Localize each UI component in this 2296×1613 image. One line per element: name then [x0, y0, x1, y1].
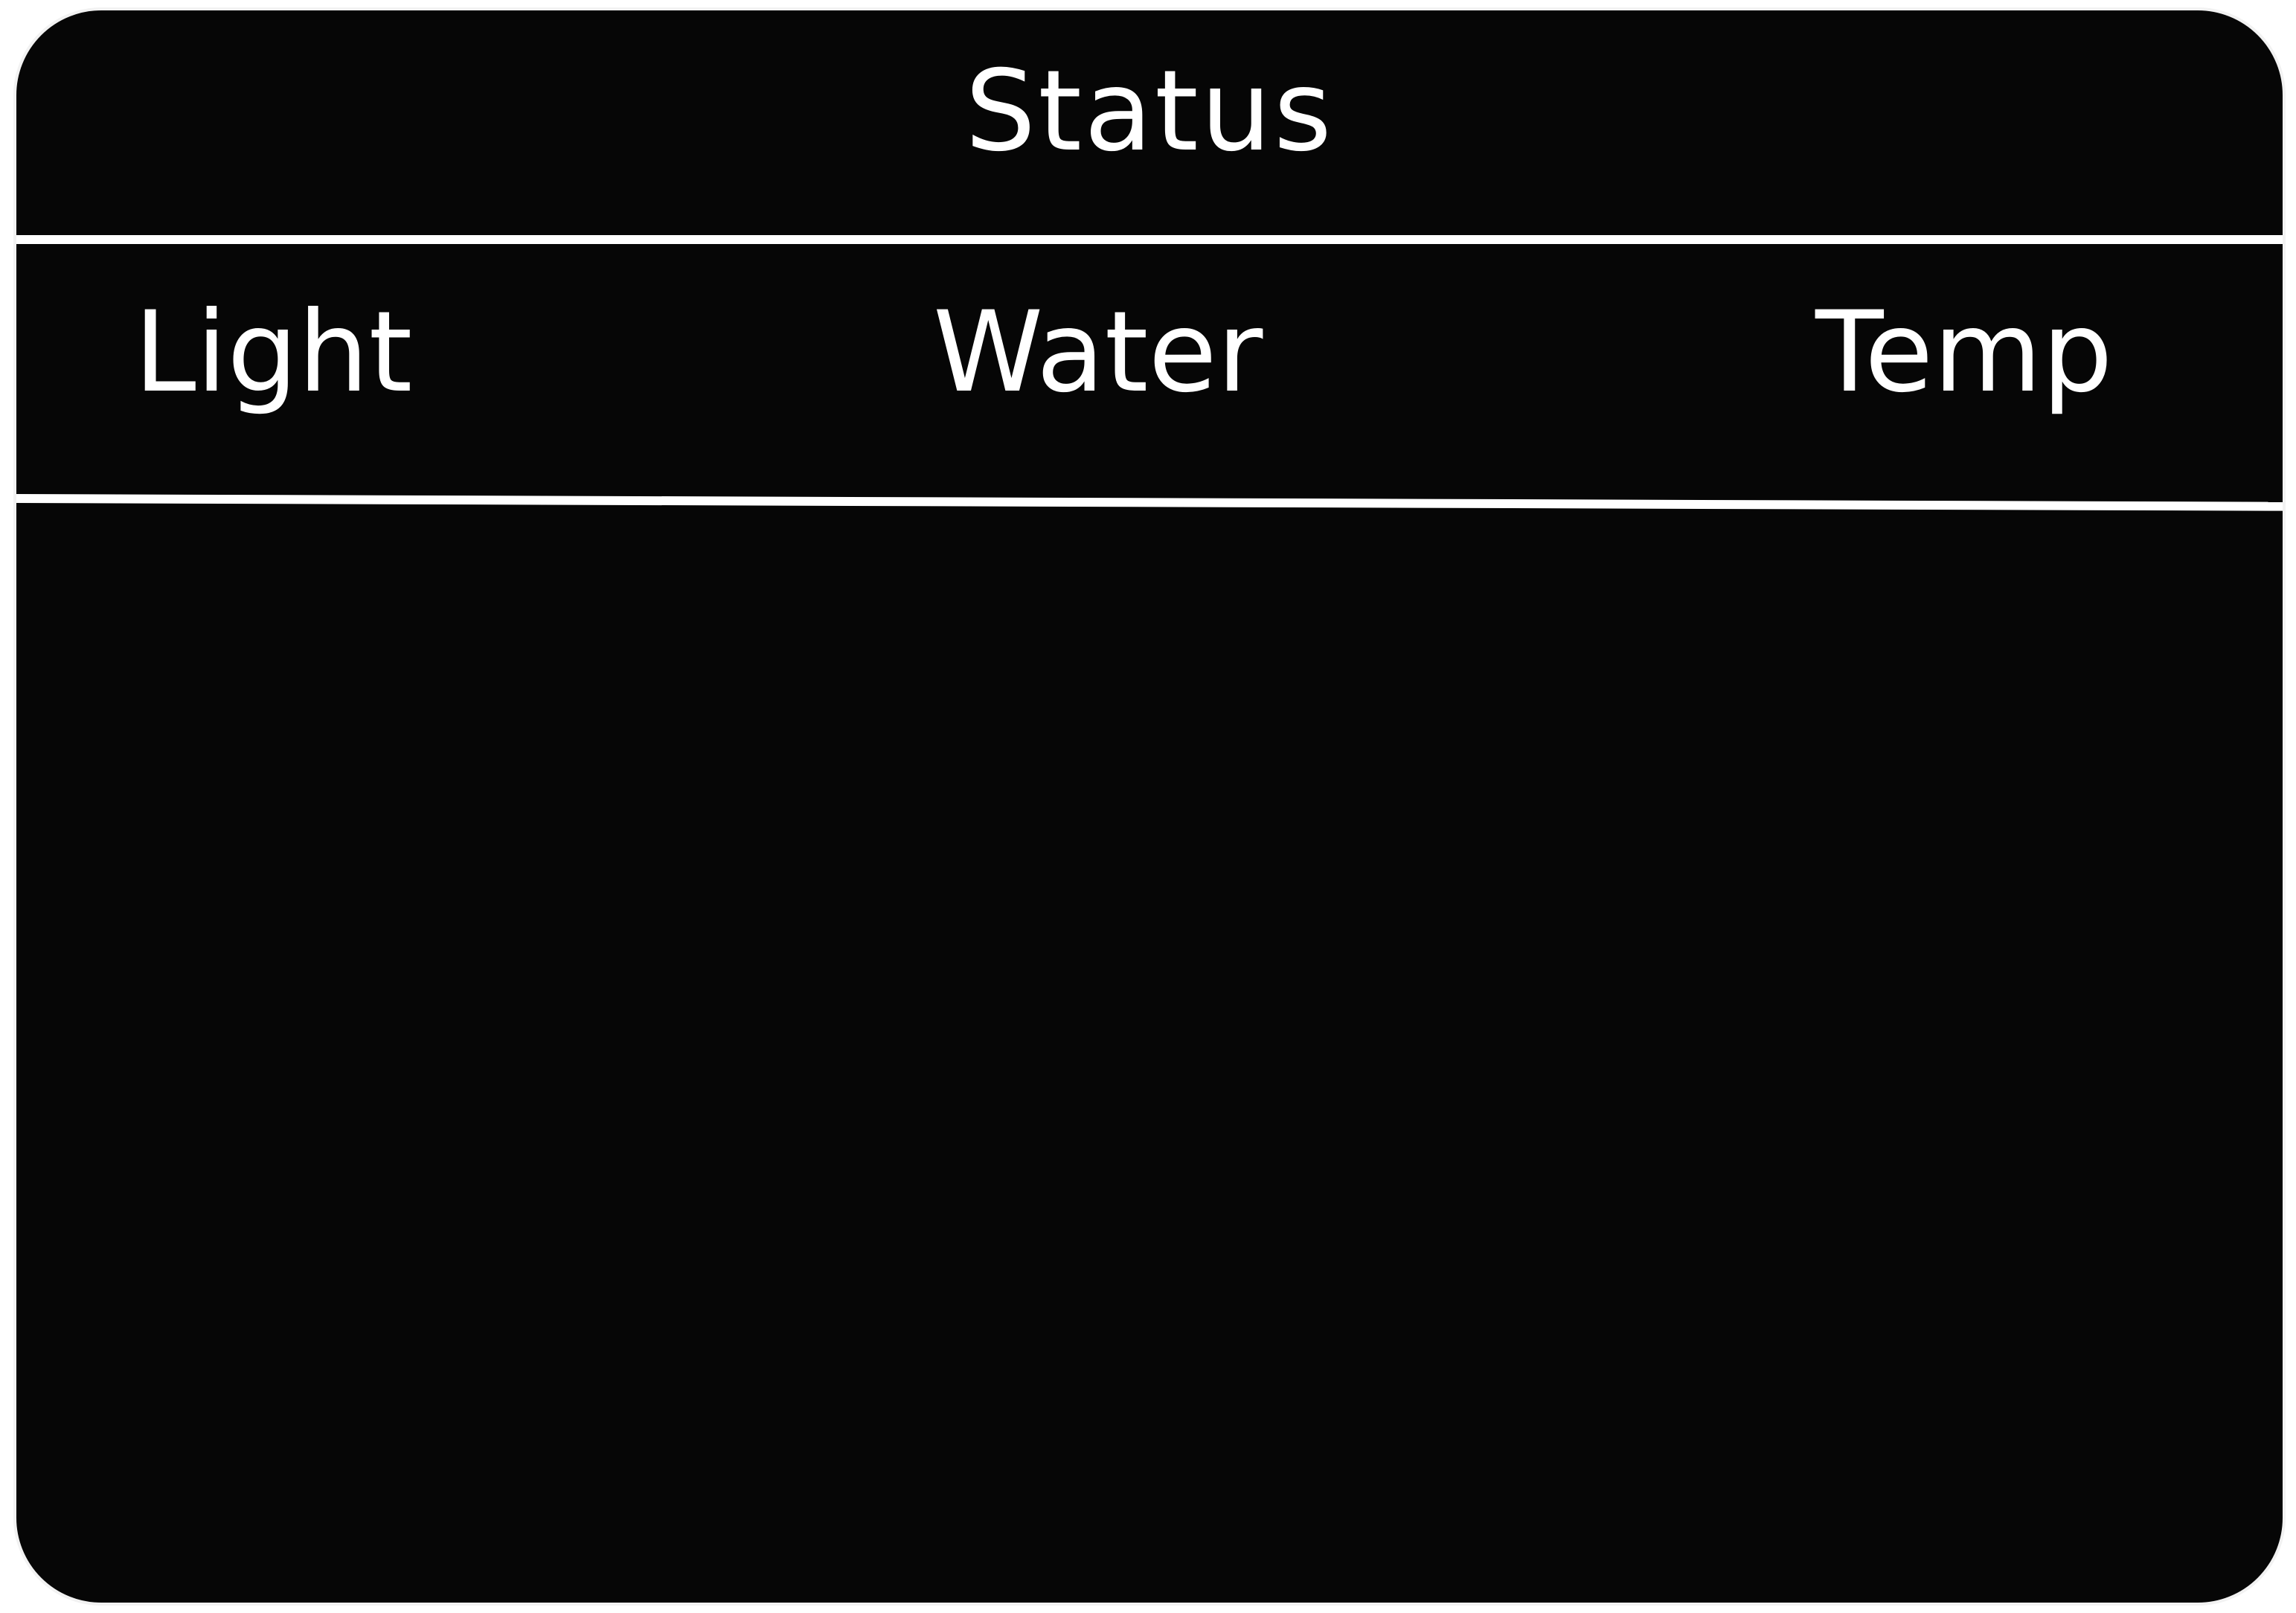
column-header-light: Light — [134, 288, 413, 417]
title-divider — [16, 235, 2283, 244]
status-panel: Status Light Water Temp — [13, 7, 2286, 1606]
status-content-area — [16, 503, 2283, 1597]
column-header-water: Water — [933, 288, 1263, 417]
column-header-temp: Temp — [1815, 288, 2113, 417]
panel-title: Status — [965, 47, 1334, 176]
